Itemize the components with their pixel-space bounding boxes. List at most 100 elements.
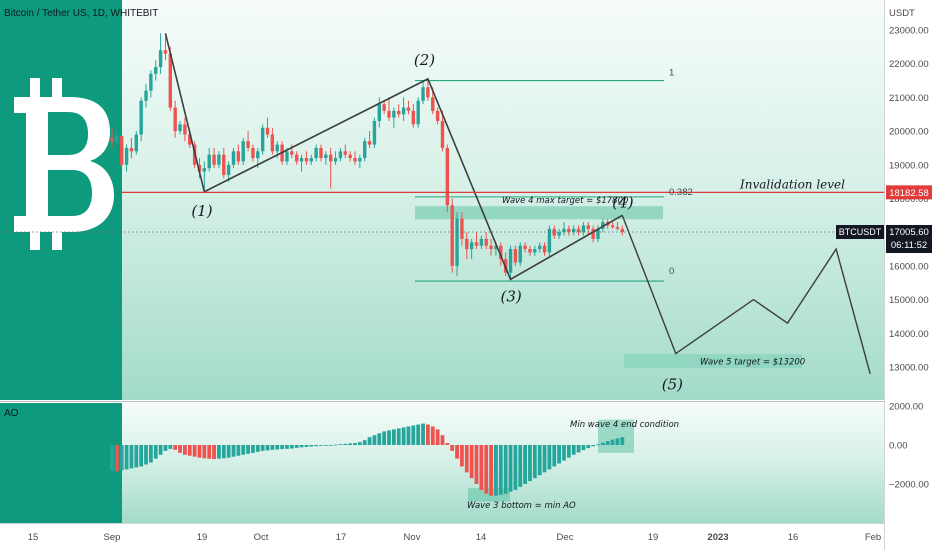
candle-body [256, 151, 260, 159]
ao-bar [153, 445, 158, 459]
candle-body [319, 147, 323, 159]
candle [387, 97, 391, 121]
candle-body [494, 245, 498, 250]
candle [120, 134, 124, 169]
price-tick-label: 14000.00 [889, 329, 929, 340]
time-tick-label: 2023 [707, 532, 728, 543]
candle-body [110, 137, 114, 142]
candle-body [139, 100, 143, 135]
ao-bar [474, 445, 479, 484]
candle [154, 60, 158, 81]
candle-body [124, 147, 129, 165]
ao-axis[interactable]: 2000.00 0.00 −2000.00 [889, 402, 929, 491]
time-tick-label: Dec [557, 532, 574, 543]
ao-bar [503, 445, 508, 494]
candle [110, 127, 114, 148]
candle-body [343, 151, 347, 155]
ao-bar [605, 441, 610, 445]
ao-bar [576, 445, 581, 453]
wave-5-label: (5) [662, 376, 683, 394]
ao-bar [207, 445, 212, 459]
ao-bar [513, 445, 518, 490]
target-zones[interactable] [415, 196, 802, 369]
candle [226, 161, 231, 182]
candle [489, 238, 493, 256]
candle [450, 198, 454, 273]
elliott-wave-lines[interactable] [164, 33, 871, 374]
ao-bar [571, 445, 576, 455]
candle [183, 117, 187, 142]
candle [329, 147, 333, 189]
ao-bar [270, 445, 275, 450]
candle-body [163, 50, 168, 54]
candle-body [440, 120, 445, 148]
candle [615, 222, 620, 231]
candle-body [416, 100, 420, 125]
candle-body [392, 110, 396, 118]
ao-bar [119, 445, 124, 471]
candle-body [513, 249, 518, 263]
candle [382, 100, 386, 115]
ticker-badge: BTCUSDT [836, 225, 884, 240]
candle-body [581, 225, 586, 233]
ao-bar [187, 445, 192, 456]
wave5-target-label: Wave 5 target = $13200 [700, 357, 805, 367]
candle-body [552, 228, 556, 236]
ao-bar [528, 445, 532, 482]
candle-body [134, 134, 138, 152]
ao-bar [178, 445, 182, 453]
fibonacci-layer[interactable] [415, 79, 664, 282]
candle [115, 131, 119, 145]
candle-body [431, 97, 435, 111]
ao-bottom-zone [468, 487, 510, 502]
ao-bar [615, 438, 620, 445]
ao-bar [610, 439, 615, 445]
candle [440, 110, 445, 152]
symbol-title[interactable]: Bitcoin / Tether US, 1D, WHITEBIT [4, 8, 158, 19]
price-tick-label: 19000.00 [889, 160, 929, 171]
candle [367, 131, 372, 148]
candle-body [173, 107, 177, 132]
candle-body [270, 134, 275, 152]
candle [294, 151, 299, 165]
candle-body [572, 228, 576, 233]
ao-bar [391, 429, 396, 445]
ao-bar [338, 444, 343, 446]
ao-tick-label: 0.00 [889, 441, 908, 452]
projection-path [621, 215, 871, 374]
candle-body [202, 168, 207, 172]
candle-body [528, 249, 532, 253]
ao-bar [586, 445, 591, 449]
candle-body [523, 245, 527, 250]
candle-body [610, 225, 615, 228]
invalidation-price-badge: 18182.58 [886, 185, 932, 200]
candle [557, 228, 561, 239]
wave-4-label: (4) [612, 193, 633, 211]
ao-bar [212, 445, 216, 460]
candle-body [562, 228, 566, 233]
ao-bar [158, 445, 163, 455]
candle [260, 124, 265, 155]
ao-bar [134, 445, 139, 468]
svg-text:17005.60: 17005.60 [889, 227, 929, 238]
ao-panel-label[interactable]: AO [4, 408, 19, 419]
candle [518, 242, 522, 266]
ao-bar [455, 445, 459, 459]
ao-bar [494, 445, 498, 496]
candle-body [222, 154, 226, 175]
candle-body [212, 154, 216, 165]
time-axis[interactable]: 15 Sep 19 Oct 17 Nov 14 Dec 19 2023 16 Feb [28, 532, 881, 543]
ao-bar [498, 445, 503, 495]
ao-bar [314, 445, 319, 447]
wave-1-label: (1) [191, 202, 212, 220]
candle [513, 245, 518, 266]
candle [324, 151, 328, 165]
candle-body [353, 158, 357, 162]
ao-bar [129, 445, 134, 469]
candle [406, 100, 411, 115]
candle [523, 242, 527, 253]
candle-body [236, 151, 241, 162]
candle-body [338, 151, 343, 159]
candle-body [411, 110, 416, 125]
